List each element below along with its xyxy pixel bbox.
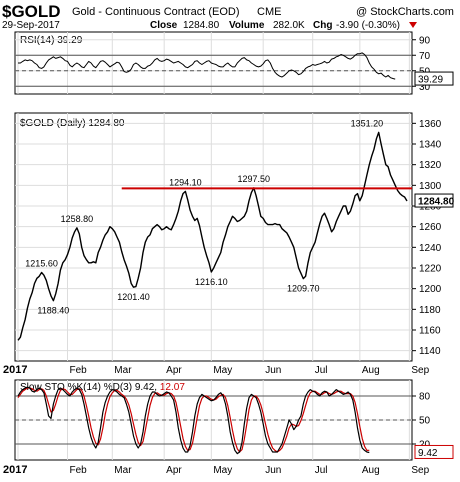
price-annotation: 1188.40 [37,306,69,316]
price-last-value-badge: 1284.80 [418,197,455,208]
month-label-top: Mar [114,365,132,376]
price-annotation: 1258.80 [61,214,94,224]
price-annotation: 1209.70 [287,284,320,294]
symbol-title: $GOLD [2,2,61,21]
y-tick-label: 1220 [419,264,442,275]
month-label-top: Jun [265,365,281,376]
y-tick-label: 1260 [419,222,442,233]
month-label-bottom: May [213,465,232,476]
y-tick-label: 1360 [419,119,442,130]
stochastic-title-k: Slow STO %K(14) %D(3) 9.42, [20,382,157,393]
month-label-top: Jul [315,365,328,376]
month-label-bottom: Jun [265,465,281,476]
price-last-value-badge-box [414,193,454,208]
y-tick-label: 1340 [419,140,442,151]
date-label: 29-Sep-2017 [2,20,60,31]
price-annotation: 1297.50 [237,174,270,184]
y-tick-label: 80 [419,392,431,403]
chg-value: -3.90 (-0.30%) [336,20,400,31]
close-label: Close [150,20,178,31]
stochastic-last-value-badge-box [414,444,454,459]
rsi-line [18,52,396,80]
price-panel: $GOLD (Daily) 1284.80 [14,112,413,362]
price-annotation: 1294.10 [169,177,202,187]
rsi-title: RSI(14) 39.29 [20,35,83,46]
month-label-top: Sep [411,365,429,376]
rsi-panel: RSI(14) 39.29 [14,31,413,95]
price-annotation: 1215.60 [25,259,58,269]
month-label-bottom: Mar [114,465,132,476]
month-label-top: Aug [362,365,380,376]
y-tick-label: 1140 [419,346,441,357]
chg-label: Chg [313,20,332,31]
rsi-last-value-badge: 39.29 [418,75,443,86]
month-label-bottom: Jul [315,465,328,476]
y-tick-label: 1320 [419,160,442,171]
exchange-label: CME [257,6,281,18]
month-label-bottom: Aug [362,465,380,476]
month-label-bottom: Feb [70,465,88,476]
y-tick-label: 50 [419,416,431,427]
stochastic-title: Slow STO %K(14) %D(3) 9.42, 12.07 [20,382,185,393]
brand-label: @ StockCharts.com [356,6,454,18]
stochastic-d-line [17,387,370,453]
y-tick-label: 1200 [419,284,442,295]
stochastic-title-d: 12.07 [160,382,185,393]
y-tick-label: 1160 [419,326,441,337]
month-label-bottom: 2017 [3,464,27,476]
month-label-top: 2017 [3,364,27,376]
y-tick-label: 30 [419,82,431,93]
stochastic-k-line [17,386,370,455]
y-tick-label: 1180 [419,305,441,316]
month-label-bottom: Sep [411,465,429,476]
volume-value: 282.0K [273,20,305,31]
y-tick-label: 70 [419,51,431,62]
rsi-last-value-badge-box [414,71,454,86]
down-triangle-icon [409,22,417,28]
month-label-bottom: Apr [166,465,182,476]
price-annotation: 1216.10 [195,277,228,287]
y-tick-label: 1240 [419,243,442,254]
stochastic-last-value-badge: 9.42 [418,448,438,459]
instrument-name: Gold - Continuous Contract (EOD) [72,6,240,18]
price-annotation: 1351.20 [351,118,384,128]
y-tick-label: 1300 [419,181,442,192]
volume-label: Volume [229,20,265,31]
price-line [17,131,408,341]
price-annotation: 1201.40 [117,292,150,302]
month-label-top: Feb [70,365,88,376]
month-label-top: May [213,365,232,376]
y-tick-label: 90 [419,35,431,46]
month-label-top: Apr [166,365,182,376]
close-value: 1284.80 [183,20,220,31]
